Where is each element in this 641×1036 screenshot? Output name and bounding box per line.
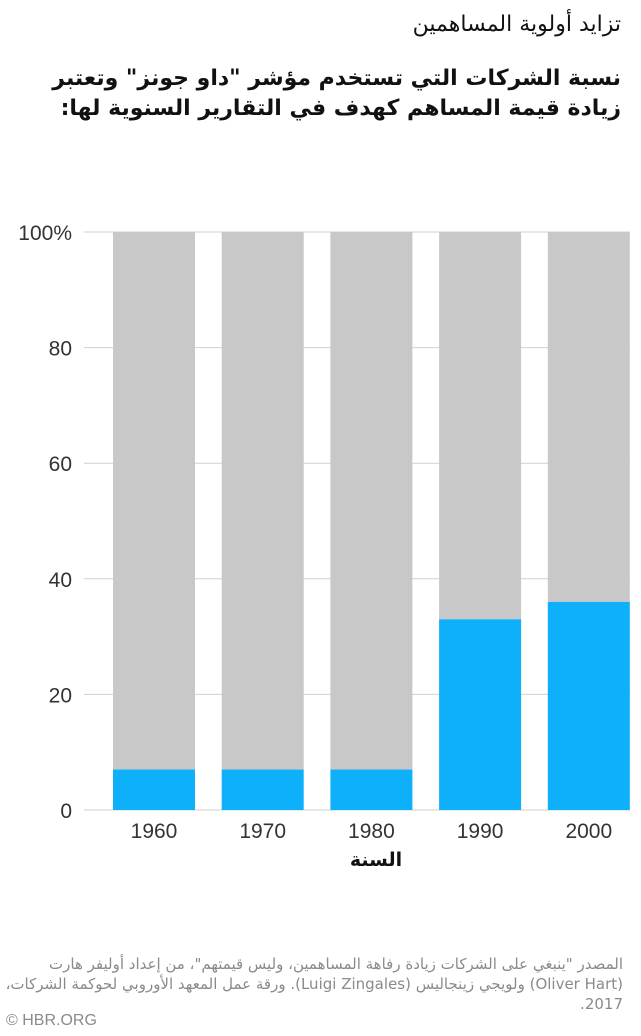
y-tick-label: 40: [49, 569, 72, 592]
chart-title: تزايد أولوية المساهمين: [412, 12, 621, 37]
bar-remainder-2000: [547, 232, 630, 602]
bar-value-1970: [221, 769, 304, 810]
y-tick-label: 100%: [18, 222, 72, 245]
y-axis-ticks: 0 20 40 60 80 100%: [18, 222, 72, 823]
y-tick-label: 60: [49, 453, 72, 476]
bar-remainder-1990: [439, 232, 522, 620]
x-tick-label: 1980: [348, 820, 395, 843]
y-tick-label: 0: [60, 800, 72, 823]
x-tick-label: 1990: [457, 820, 504, 843]
chart-subtitle: نسبة الشركات التي تستخدم مؤشر "داو جونز"…: [52, 66, 621, 121]
bars: [113, 232, 630, 810]
bar-value-2000: [547, 601, 630, 810]
bar-value-1990: [439, 619, 522, 810]
x-tick-label: 2000: [565, 820, 612, 843]
bar-remainder-1970: [221, 232, 304, 770]
bar-remainder-1960: [113, 232, 195, 770]
y-tick-label: 80: [49, 338, 72, 361]
bar-value-1960: [113, 769, 195, 810]
source-note: المصدر "ينبغي على الشركات زيادة رفاهة ال…: [5, 955, 623, 1013]
bar-value-1980: [330, 769, 413, 810]
x-tick-label: 1970: [239, 820, 286, 843]
bar-chart: 0 20 40 60 80 100% 1960 1970 1980 1990 2000 السنة: [18, 222, 630, 871]
bar-remainder-1980: [330, 232, 413, 770]
y-tick-label: 20: [49, 684, 72, 707]
credit-label: © HBR.ORG: [6, 1012, 97, 1029]
x-tick-label: 1960: [131, 820, 178, 843]
x-axis-label: السنة: [350, 849, 402, 871]
x-axis-ticks: 1960 1970 1980 1990 2000: [131, 820, 613, 843]
